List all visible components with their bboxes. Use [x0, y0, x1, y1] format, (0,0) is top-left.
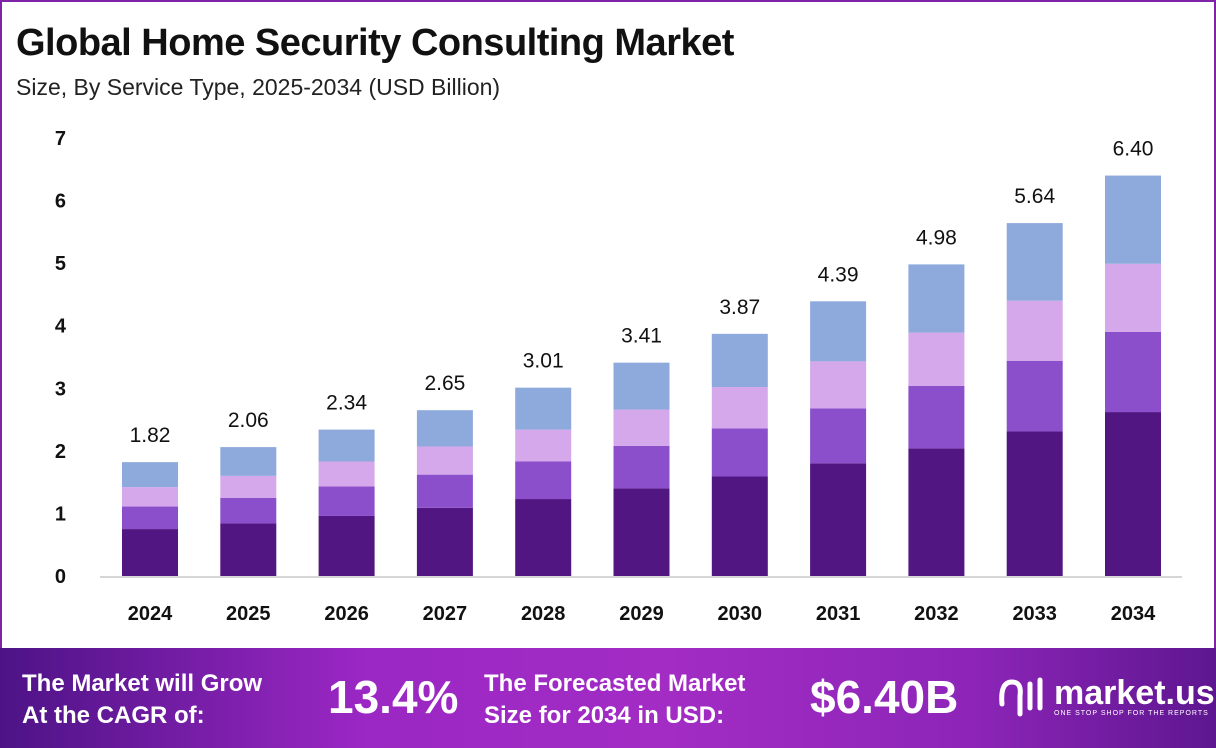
bar-segment: [416, 474, 473, 508]
bar-segment: [613, 409, 670, 446]
bar-segment: [711, 428, 768, 477]
bar-segment: [1105, 175, 1161, 264]
bar-segment: [416, 446, 473, 475]
y-tick-label: 7: [55, 128, 66, 150]
data-label: 5.64: [1014, 185, 1055, 208]
data-label: 1.82: [130, 424, 171, 447]
bar-segment: [711, 476, 768, 576]
bar-segment: [220, 475, 277, 498]
bar-segment: [220, 523, 277, 576]
data-label: 6.40: [1113, 138, 1154, 161]
bar-segment: [908, 385, 965, 449]
bar-segment: [908, 332, 965, 386]
bar-segment: [318, 486, 375, 516]
bar-segment: [1105, 263, 1161, 332]
bar-segment: [515, 387, 572, 430]
bar-segment: [810, 301, 867, 362]
bar-segment: [416, 507, 473, 576]
data-label: 2.34: [326, 392, 367, 415]
x-tick-label: 2032: [914, 603, 959, 625]
x-tick-label: 2029: [619, 603, 664, 625]
brand-tagline: ONE STOP SHOP FOR THE REPORTS: [1054, 709, 1209, 717]
bar-segment: [1006, 360, 1063, 432]
bar-segment: [220, 447, 277, 476]
x-tick-label: 2033: [1012, 603, 1057, 625]
chart-subtitle: Size, By Service Type, 2025-2034 (USD Bi…: [16, 74, 501, 100]
bar-segment: [810, 408, 867, 464]
bar-segment: [318, 461, 375, 487]
bar-segment: [416, 410, 473, 447]
x-tick-label: 2028: [521, 603, 566, 625]
data-label: 2.65: [424, 372, 465, 395]
data-label: 3.01: [523, 350, 564, 373]
x-tick-label: 2027: [423, 603, 468, 625]
x-tick-label: 2030: [718, 603, 763, 625]
bar-segment: [122, 529, 178, 576]
bar-segment: [908, 264, 965, 333]
bar-segment: [515, 429, 572, 462]
cagr-value: 13.4%: [328, 671, 459, 723]
bar-segment: [711, 333, 768, 388]
x-tick-label: 2031: [816, 603, 861, 625]
data-label: 2.06: [228, 409, 269, 432]
brand-logo: market.us ONE STOP SHOP FOR THE REPORTS: [996, 674, 1215, 718]
bar-segment: [220, 497, 277, 524]
bar-segment: [613, 488, 670, 576]
x-tick-label: 2026: [324, 603, 369, 625]
cagr-label-line1: The Market will Grow: [22, 670, 263, 697]
forecast-value: $6.40B: [810, 671, 959, 723]
forecast-label: The Forecasted Market Size for 2034 in U…: [484, 668, 745, 732]
bar-segment: [122, 487, 178, 507]
bar-segment: [1006, 431, 1063, 576]
data-label: 3.41: [621, 325, 662, 348]
data-label: 4.39: [818, 263, 859, 286]
chart-title: Global Home Security Consulting Market: [16, 22, 734, 64]
cagr-label: The Market will Grow At the CAGR of:: [22, 668, 262, 732]
bar-segment: [711, 387, 768, 429]
bar-segment: [122, 506, 178, 530]
y-tick-label: 0: [55, 566, 66, 588]
x-tick-label: 2034: [1111, 603, 1156, 625]
y-tick-label: 3: [55, 378, 66, 400]
y-tick-label: 2: [55, 441, 66, 463]
cagr-label-line2: At the CAGR of:: [22, 702, 205, 729]
data-label: 3.87: [719, 296, 760, 319]
y-tick-label: 4: [55, 316, 67, 338]
stacked-bar-chart: 0 1 2 3 4 5 6 7 1.82 2024 2.06 2025 2.34 2026 2.65 2027…: [55, 128, 1182, 625]
bar-segment: [318, 515, 375, 576]
bar-segment: [515, 461, 572, 500]
bar-segment: [515, 499, 572, 576]
bar-segment: [318, 429, 375, 462]
x-tick-label: 2025: [226, 603, 271, 625]
brand-logo-icon: [999, 677, 1043, 717]
y-tick-label: 5: [55, 253, 66, 275]
bar-segment: [1006, 223, 1063, 301]
bar-segment: [613, 445, 670, 489]
x-tick-label: 2024: [128, 603, 173, 625]
bar-segment: [908, 448, 965, 576]
forecast-label-line2: Size for 2034 in USD:: [484, 702, 725, 729]
bar-segment: [1105, 412, 1161, 576]
y-tick-label: 1: [55, 503, 66, 525]
bar-segment: [810, 361, 867, 409]
forecast-label-line1: The Forecasted Market: [484, 670, 746, 697]
bar-segment: [122, 462, 178, 488]
y-tick-label: 6: [55, 191, 66, 213]
bar-segment: [810, 463, 867, 576]
bar-segment: [1006, 300, 1063, 361]
bar-segment: [1105, 331, 1161, 413]
data-label: 4.98: [916, 226, 957, 249]
footer-banner: The Market will Grow At the CAGR of: 13.…: [0, 648, 1216, 748]
bar-segment: [613, 362, 670, 410]
brand-name: market.us: [1054, 673, 1215, 712]
